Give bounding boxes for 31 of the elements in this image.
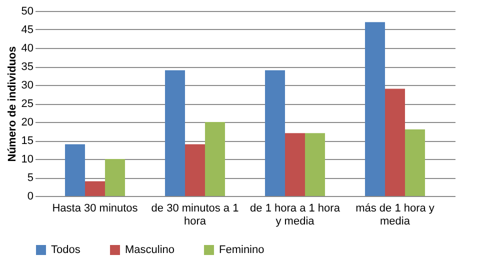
y-tick-label: 0 — [27, 190, 34, 202]
y-tick-label: 25 — [21, 98, 34, 110]
bar — [265, 70, 285, 196]
y-tick-label: 10 — [21, 154, 34, 166]
bar — [305, 133, 325, 196]
x-tick-label: más de 1 hora y media — [356, 202, 435, 228]
y-tick-label: 50 — [21, 6, 34, 18]
legend-label: Feminino — [219, 244, 264, 256]
x-tick-label: Hasta 30 minutos — [52, 202, 138, 214]
legend-label: Masculino — [125, 244, 175, 256]
bar — [385, 88, 405, 196]
y-tick-label: 30 — [21, 80, 34, 92]
bar — [85, 181, 105, 196]
x-tick-label: de 30 minutos a 1 hora — [151, 202, 239, 228]
y-tick-label: 5 — [27, 172, 34, 184]
y-tick-label: 20 — [21, 116, 34, 128]
bar — [105, 159, 125, 196]
y-tick-label: 35 — [21, 61, 34, 73]
y-tick-label: 40 — [21, 42, 34, 54]
y-axis-title: Número de individuos — [6, 46, 18, 162]
bar — [365, 22, 385, 196]
bar — [65, 144, 85, 196]
y-tick-label: 45 — [21, 24, 34, 36]
bar — [285, 133, 305, 196]
bar — [185, 144, 205, 196]
bar — [165, 70, 185, 196]
bar — [205, 122, 225, 196]
y-tick-label: 15 — [21, 135, 34, 147]
legend-label: Todos — [51, 244, 81, 256]
bar — [405, 129, 425, 196]
x-tick-label: de 1 hora a 1 hora y media — [250, 202, 341, 228]
